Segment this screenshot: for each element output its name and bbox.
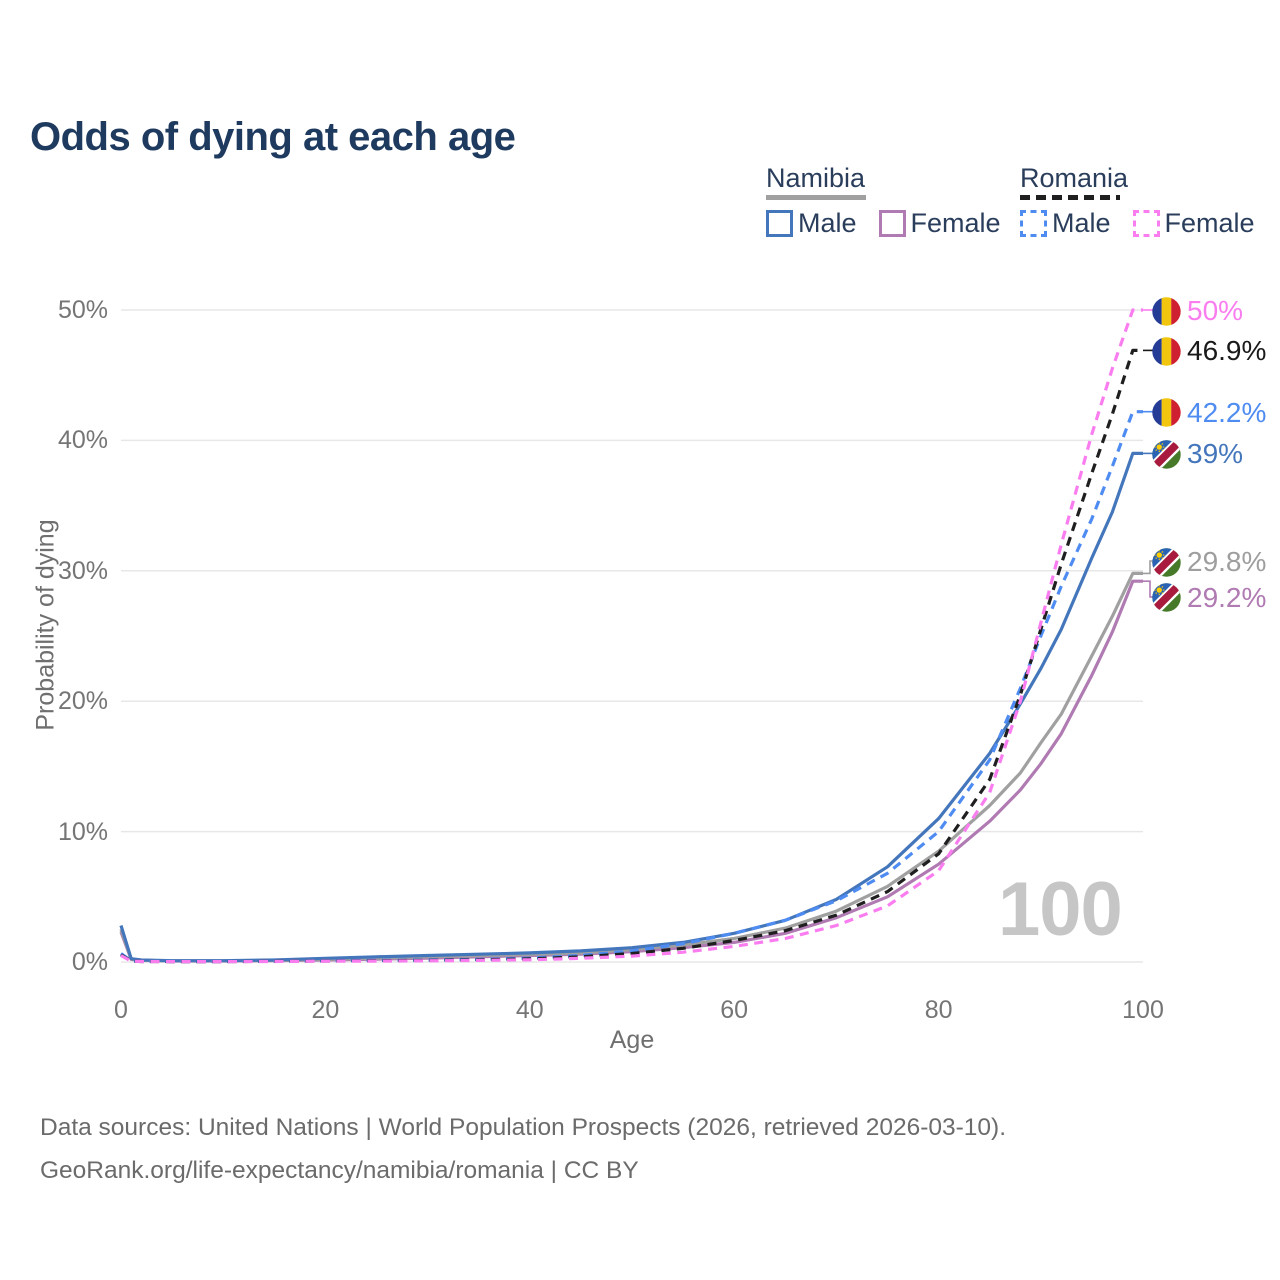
x-tick-label: 40 [515,996,544,1024]
end-label-connector [1143,560,1153,575]
end-label-value: 29.8% [1187,546,1267,578]
footer-sources-line: Data sources: United Nations | World Pop… [40,1114,1007,1141]
legend-country-label-romania: Romania [1020,163,1129,193]
end-label-romania-total: 46.9% [1152,335,1266,367]
end-label-value: 50% [1187,295,1244,326]
age-counter-watermark: 100 [998,867,1123,952]
romania-female-swatch-icon [1132,210,1160,237]
end-label-value: 29.2% [1187,581,1267,613]
footer-attribution-line: GeoRank.org/life-expectancy/namibia/roma… [40,1157,639,1184]
legend-item-label: Female [1164,208,1255,238]
end-label-namibia-total: 29.8% [1152,546,1266,578]
series-line-romania-male [120,410,1143,964]
romania-flag-icon [1152,398,1181,427]
legend-item-namibia-female[interactable]: Female [878,208,1001,239]
x-tick-label: 80 [924,996,953,1024]
legend-item-label: Male [1052,208,1111,238]
namibia-line-style-swatch [766,195,866,200]
legend-item-label: Female [910,208,1001,238]
end-label-romania-female: 50% [1152,295,1243,327]
series-line-romania-total [120,348,1143,964]
namibia-flag-icon [1152,583,1181,613]
romania-flag-icon [1152,296,1181,326]
x-tick-label: 60 [720,996,749,1024]
romania-male-swatch-icon [1020,210,1047,237]
end-label-namibia-female: 29.2% [1152,582,1266,614]
y-tick-label: 20% [57,687,108,716]
end-label-value: 46.9% [1187,335,1267,367]
legend-item-label: Male [798,208,857,238]
end-label-value: 39% [1187,438,1244,470]
x-tick-label: 20 [311,996,340,1024]
end-label-value: 42.2% [1187,396,1267,428]
legend-item-namibia-male[interactable]: Male [766,208,857,239]
end-label-romania-male: 42.2% [1152,397,1266,429]
y-tick-label: 0% [71,948,108,976]
series-line-romania-female [120,308,1143,964]
namibia-flag-icon [1152,440,1181,469]
namibia-flag-icon [1152,547,1181,577]
legend-group-namibia: Namibia Male Female [766,163,1001,239]
series-line-namibia-female [119,579,1143,963]
y-tick-label: 40% [57,426,108,455]
namibia-female-swatch-icon [878,210,906,237]
legend-country-label-namibia: Namibia [766,163,866,193]
end-label-namibia-male: 39% [1152,438,1243,470]
x-tick-label: 0 [114,996,128,1024]
y-tick-label: 10% [57,817,108,846]
namibia-male-swatch-icon [766,210,793,237]
y-tick-label: 50% [57,296,108,324]
data-source-footer: Data sources: United Nations | World Pop… [40,1106,1006,1192]
y-tick-label: 30% [57,556,108,585]
x-tick-label: 100 [1122,996,1164,1024]
romania-flag-icon [1152,337,1181,366]
series-line-namibia-total [119,571,1143,963]
legend-group-romania: Romania Male Female [1020,163,1255,239]
page-title: Odds of dying at each age [30,114,516,159]
romania-line-style-swatch [1020,195,1120,200]
x-axis-title: Age [609,1026,655,1054]
series-line-namibia-male [119,451,1143,963]
legend-item-romania-female[interactable]: Female [1132,208,1255,239]
y-axis-title: Probability of dying [31,519,60,731]
end-label-connector [1143,580,1153,598]
legend-item-romania-male[interactable]: Male [1020,208,1111,239]
